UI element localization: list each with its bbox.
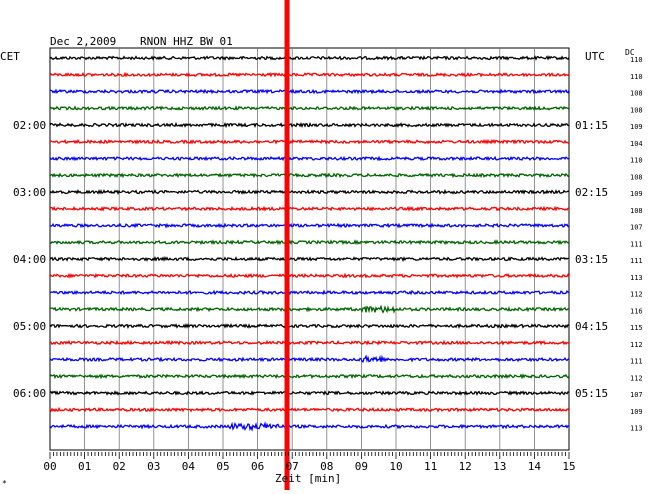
dc-offset-label: 111 — [630, 257, 643, 265]
x-tick-label: 04 — [182, 460, 196, 473]
seismic-trace — [49, 354, 570, 363]
seismic-trace — [49, 155, 570, 162]
plot-station: RNON HHZ BW 01 — [140, 35, 233, 48]
cet-time-label: 04:00 — [13, 253, 46, 266]
seismic-trace — [49, 121, 569, 129]
x-tick-label: 05 — [216, 460, 229, 473]
x-tick-label: 10 — [389, 460, 402, 473]
cet-time-label: 06:00 — [13, 387, 46, 400]
seismic-trace — [49, 239, 570, 246]
seismic-trace — [49, 71, 570, 78]
x-tick-label: 09 — [355, 460, 368, 473]
dc-offset-label: 115 — [630, 324, 643, 332]
dc-offset-label: 107 — [630, 224, 643, 232]
dc-offset-label: 109 — [630, 408, 643, 416]
corner-mark: * — [2, 479, 7, 488]
right-zone-label: UTC — [585, 50, 605, 63]
dc-offset-label: 109 — [630, 190, 643, 198]
dc-offset-label: 108 — [630, 207, 643, 215]
utc-time-label: 03:15 — [575, 253, 608, 266]
seismic-trace — [49, 406, 570, 413]
dc-header-label: DC — [625, 48, 635, 57]
x-tick-label: 11 — [424, 460, 437, 473]
seismic-trace — [49, 420, 570, 432]
dc-offset-label: 111 — [630, 240, 643, 248]
utc-time-label: 01:15 — [575, 119, 608, 132]
seismic-trace — [49, 304, 570, 314]
side-labels: 110 110 108 108 109 104 110 108 109 108 107 111 111 1… — [13, 56, 643, 433]
x-axis-label: Zeit [min] — [275, 472, 342, 485]
x-tick-label: 13 — [493, 460, 506, 473]
x-tick-label: 12 — [459, 460, 472, 473]
dc-offset-label: 110 — [630, 157, 643, 165]
seismic-trace — [49, 172, 570, 179]
x-tick-label: 01 — [78, 460, 91, 473]
left-zone-label: CET — [0, 50, 20, 63]
utc-time-label: 02:15 — [575, 186, 608, 199]
seismic-trace — [49, 339, 570, 346]
dc-offset-label: 108 — [630, 90, 643, 98]
x-axis: 00 01 02 03 04 05 06 07 08 09 10 11 12 13 14 15 — [43, 452, 576, 473]
plot-date: Dec 2,2009 — [50, 35, 117, 48]
trace-group — [49, 55, 570, 432]
dc-offset-label: 109 — [630, 123, 643, 131]
seismic-trace — [49, 322, 570, 329]
plot-frame — [49, 47, 570, 451]
x-tick-label: 07 — [286, 460, 299, 473]
seismic-trace — [49, 389, 570, 396]
dc-offset-label: 104 — [630, 140, 643, 148]
seismic-trace — [49, 55, 570, 61]
x-tick-label: 06 — [251, 460, 264, 473]
seismic-trace — [50, 88, 570, 95]
utc-time-label: 05:15 — [575, 387, 608, 400]
seismic-trace — [49, 272, 570, 279]
dc-offset-label: 108 — [630, 106, 643, 114]
seismic-trace — [49, 138, 570, 145]
dc-offset-label: 116 — [630, 307, 643, 315]
seismic-trace — [49, 105, 570, 112]
dc-offset-label: 113 — [630, 425, 643, 433]
plot-grid — [49, 47, 570, 451]
seismic-trace — [49, 222, 570, 229]
seismic-trace — [49, 373, 570, 380]
x-tick-label: 03 — [147, 460, 160, 473]
dc-offset-label: 110 — [630, 73, 643, 81]
dc-offset-label: 107 — [630, 391, 643, 399]
dc-offset-label: 108 — [630, 173, 643, 181]
x-tick-label: 02 — [113, 460, 126, 473]
dc-offset-label: 112 — [630, 341, 643, 349]
x-tick-label: 08 — [320, 460, 333, 473]
dc-offset-label: 112 — [630, 291, 643, 299]
seismic-trace — [49, 289, 570, 296]
seismic-trace — [49, 205, 570, 212]
utc-time-label: 04:15 — [575, 320, 608, 333]
x-tick-label: 14 — [528, 460, 542, 473]
dc-offset-label: 110 — [630, 56, 643, 64]
dc-offset-label: 111 — [630, 358, 643, 366]
seismic-trace — [49, 188, 570, 195]
cet-time-label: 05:00 — [13, 320, 46, 333]
x-tick-label: 00 — [43, 460, 56, 473]
dc-offset-label: 112 — [630, 374, 643, 382]
seismic-trace — [49, 255, 570, 263]
x-tick-label: 15 — [562, 460, 575, 473]
cet-time-label: 03:00 — [13, 186, 46, 199]
cet-time-label: 02:00 — [13, 119, 46, 132]
dc-offset-label: 113 — [630, 274, 643, 282]
